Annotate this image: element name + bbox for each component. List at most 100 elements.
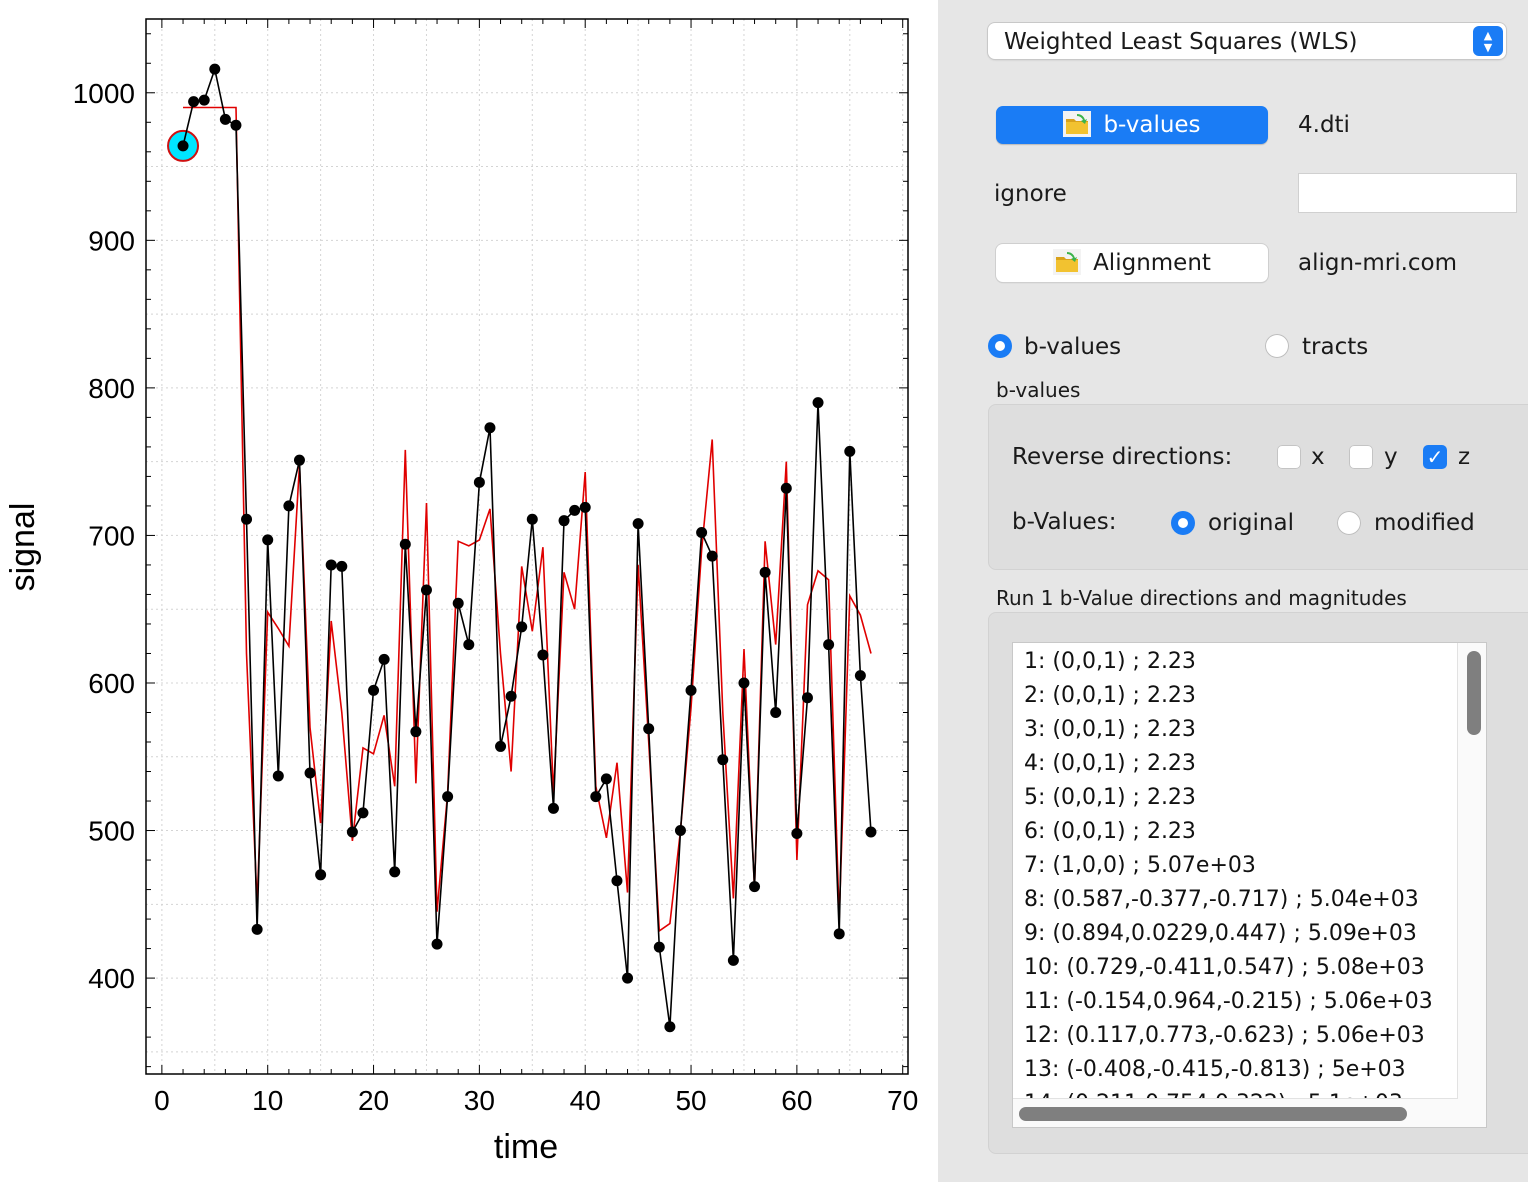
- observed-data-point: [251, 923, 263, 935]
- observed-data-point: [823, 639, 835, 651]
- chart-area: 0 10 20 30 40 50 60 70 400 500 600 700 800 900 1000 ti…: [4, 18, 919, 1166]
- observed-data-point: [865, 826, 877, 838]
- observed-data-point: [452, 597, 464, 609]
- observed-data-point: [706, 550, 718, 562]
- observed-data-point: [696, 526, 708, 538]
- ignore-label: ignore: [994, 181, 1067, 207]
- observed-data-point: [293, 454, 305, 466]
- alignment-button-label: Alignment: [1093, 250, 1211, 276]
- data-series: [167, 63, 877, 1033]
- observed-data-point: [357, 807, 369, 819]
- x-tick-label: 30: [464, 1085, 495, 1116]
- reverse-x-checkbox[interactable]: [1277, 445, 1301, 469]
- vertical-scroll-thumb[interactable]: [1467, 651, 1481, 735]
- observed-data-point: [325, 559, 337, 571]
- grid-lines: [146, 18, 908, 1074]
- y-tick-label: 800: [88, 373, 135, 404]
- x-tick-label: 20: [358, 1085, 389, 1116]
- radio-tracts[interactable]: [1265, 334, 1289, 358]
- direction-list-item[interactable]: 9: (0.894,0.0229,0.447) ; 5.09e+03: [1024, 921, 1417, 946]
- direction-list-item[interactable]: 13: (-0.408,-0.415,-0.813) ; 5e+03: [1024, 1057, 1406, 1082]
- bvalues-group-box: [988, 404, 1528, 570]
- radio-modified[interactable]: [1337, 511, 1361, 535]
- observed-data-point: [717, 754, 729, 766]
- direction-list-item[interactable]: 6: (0,0,1) ; 2.23: [1024, 819, 1196, 844]
- observed-data-point: [177, 140, 189, 152]
- direction-list-item[interactable]: 11: (-0.154,0.964,-0.215) ; 5.06e+03: [1024, 989, 1433, 1014]
- ignore-input[interactable]: [1298, 173, 1517, 213]
- observed-data-point: [643, 723, 655, 735]
- direction-list-item[interactable]: 2: (0,0,1) ; 2.23: [1024, 683, 1196, 708]
- vertical-scrollbar-track[interactable]: [1457, 643, 1486, 1127]
- direction-list-item[interactable]: 8: (0.587,-0.377,-0.717) ; 5.04e+03: [1024, 887, 1419, 912]
- observed-data-point: [516, 621, 528, 633]
- observed-data-point: [801, 692, 813, 704]
- observed-data-point: [262, 534, 274, 546]
- reverse-y-label: y: [1384, 444, 1398, 470]
- x-axis-label: time: [494, 1128, 558, 1166]
- direction-list-item[interactable]: 5: (0,0,1) ; 2.23: [1024, 785, 1196, 810]
- bvalues-file-name: 4.dti: [1298, 112, 1350, 138]
- radio-bvalues[interactable]: [988, 334, 1012, 358]
- observed-data-point: [844, 445, 856, 457]
- observed-data-point: [664, 1021, 676, 1033]
- y-tick-label: 1000: [73, 78, 135, 109]
- observed-data-point: [622, 972, 634, 984]
- reverse-x-label: x: [1311, 444, 1325, 470]
- observed-data-point: [547, 802, 559, 814]
- observed-data-point: [241, 513, 253, 525]
- observed-data-point: [590, 791, 602, 803]
- directions-list[interactable]: 14: (0.211,0.754,0.322) ; 5.1e+0313: (-0…: [1012, 642, 1487, 1128]
- signal-time-chart: 0 10 20 30 40 50 60 70 400 500 600 700 800 900 1000 ti…: [4, 18, 918, 1166]
- observed-data-point: [188, 96, 200, 108]
- direction-list-item[interactable]: 4: (0,0,1) ; 2.23: [1024, 751, 1196, 776]
- observed-data-point: [315, 869, 327, 881]
- observed-data-point: [600, 773, 612, 785]
- observed-data-point: [209, 63, 221, 75]
- x-tick-label: 0: [154, 1085, 170, 1116]
- radio-original-label[interactable]: original: [1208, 510, 1294, 536]
- chevron-updown-icon[interactable]: ▲ ▼: [1473, 26, 1503, 56]
- observed-data-point: [283, 500, 295, 512]
- x-tick-label: 50: [675, 1085, 706, 1116]
- direction-list-item[interactable]: 7: (1,0,0) ; 5.07e+03: [1024, 853, 1256, 878]
- bvalues-button[interactable]: b-values: [996, 106, 1268, 144]
- bvalues-group-title: b-values: [996, 378, 1081, 402]
- y-axis-label: signal: [4, 503, 42, 592]
- radio-modified-label[interactable]: modified: [1374, 510, 1475, 536]
- folder-icon: [1063, 111, 1092, 137]
- observed-data-point: [484, 422, 496, 434]
- horizontal-scroll-thumb[interactable]: [1019, 1107, 1407, 1121]
- radio-original[interactable]: [1171, 511, 1195, 535]
- direction-list-item[interactable]: 3: (0,0,1) ; 2.23: [1024, 717, 1196, 742]
- y-tick-label: 500: [88, 816, 135, 847]
- direction-list-item[interactable]: 1: (0,0,1) ; 2.23: [1024, 649, 1196, 674]
- observed-data-point: [611, 875, 623, 887]
- bvalues-mode-label: b-Values:: [1012, 509, 1117, 535]
- observed-data-point: [495, 740, 507, 752]
- direction-list-item[interactable]: 12: (0.117,0.773,-0.623) ; 5.06e+03: [1024, 1023, 1425, 1048]
- observed-data-point: [579, 501, 591, 513]
- radio-tracts-label[interactable]: tracts: [1302, 334, 1369, 360]
- reverse-y-checkbox[interactable]: [1349, 445, 1373, 469]
- observed-data-point: [378, 653, 390, 665]
- folder-icon: [1053, 249, 1082, 275]
- observed-data-point: [812, 397, 824, 409]
- observed-data-point: [759, 566, 771, 578]
- radio-bvalues-label[interactable]: b-values: [1024, 334, 1122, 360]
- y-tick-label: 400: [88, 963, 135, 994]
- observed-data-point: [833, 928, 845, 940]
- observed-data-point: [569, 504, 581, 516]
- observed-data-point: [632, 518, 644, 530]
- observed-data-point: [304, 767, 316, 779]
- observed-data-point: [399, 538, 411, 550]
- reverse-z-checkbox[interactable]: ✓: [1423, 445, 1447, 469]
- observed-data-point: [537, 649, 549, 661]
- alignment-button[interactable]: Alignment: [996, 244, 1268, 282]
- observed-data-point: [473, 476, 485, 488]
- horizontal-scrollbar-track[interactable]: [1013, 1098, 1458, 1127]
- direction-list-item[interactable]: 10: (0.729,-0.411,0.547) ; 5.08e+03: [1024, 955, 1425, 980]
- fit-method-value: Weighted Least Squares (WLS): [1004, 29, 1358, 55]
- fit-method-popup[interactable]: Weighted Least Squares (WLS) ▲ ▼: [988, 23, 1506, 59]
- x-tick-label: 40: [570, 1085, 601, 1116]
